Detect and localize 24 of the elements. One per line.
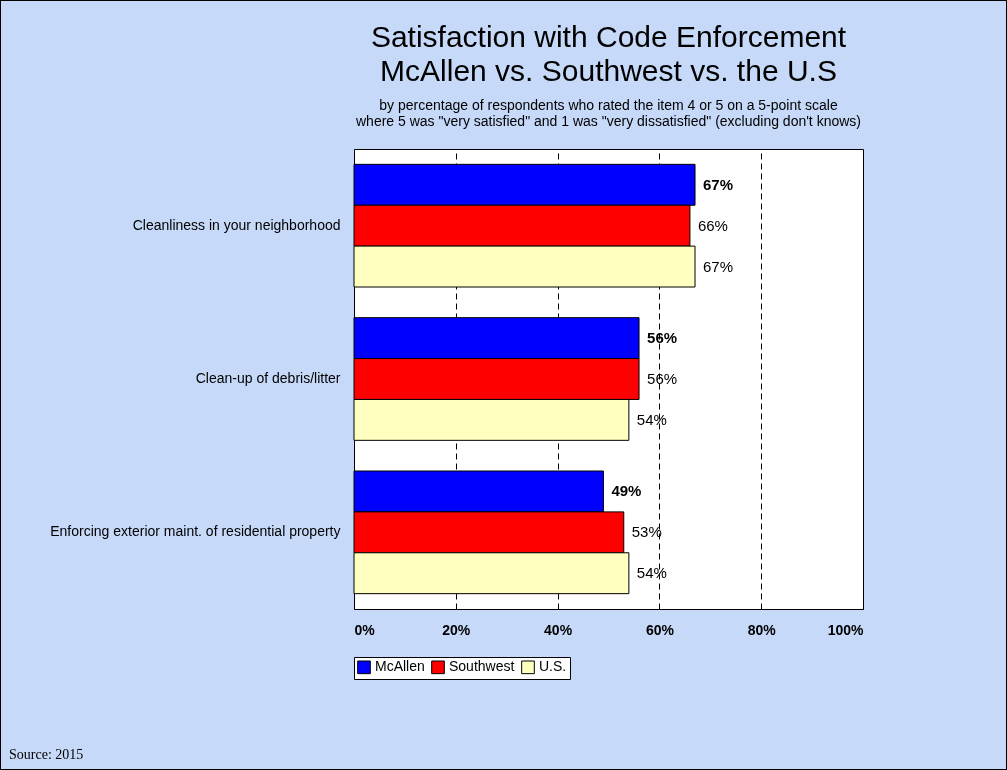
- legend-label: Southwest: [449, 658, 515, 675]
- x-tick-label: 20%: [442, 621, 471, 638]
- text: 54%: [636, 410, 667, 428]
- source-note: Source: 2015: [9, 747, 84, 763]
- x-tick-label: 40%: [544, 621, 573, 638]
- y-tick-label: Clean-up of debris/litter: [195, 370, 341, 386]
- text: 66%: [697, 216, 728, 234]
- text: 54%: [636, 564, 667, 582]
- text: 53%: [631, 523, 662, 541]
- text: 56%: [647, 329, 678, 347]
- legend-label: U.S.: [539, 658, 567, 675]
- y-tick-label: Enforcing exterior maint. of residential property: [50, 523, 341, 540]
- text: 67%: [703, 257, 734, 275]
- y-tick-label: Cleanliness in your neighborhood: [132, 216, 341, 233]
- text: 56%: [647, 370, 678, 387]
- text: 49%: [611, 482, 642, 500]
- x-tick-label: 60%: [645, 621, 675, 638]
- text: 67%: [703, 175, 734, 193]
- chart-title: Satisfaction with Code Enforcement McAllen vs. Southwest vs. the U.S: [370, 20, 847, 87]
- x-tick-label: 0%: [354, 621, 376, 638]
- x-tick-label: 100%: [827, 621, 865, 638]
- chart-subtitle: by percentage of respondents who rated the item 4 or 5 on a 5-point scale where 5 was "very satisfied" and 1 was "very dissatisfied" (excluding don't knows): [355, 97, 861, 129]
- legend-label: McAllen: [375, 658, 425, 675]
- x-tick-label: 80%: [747, 621, 777, 638]
